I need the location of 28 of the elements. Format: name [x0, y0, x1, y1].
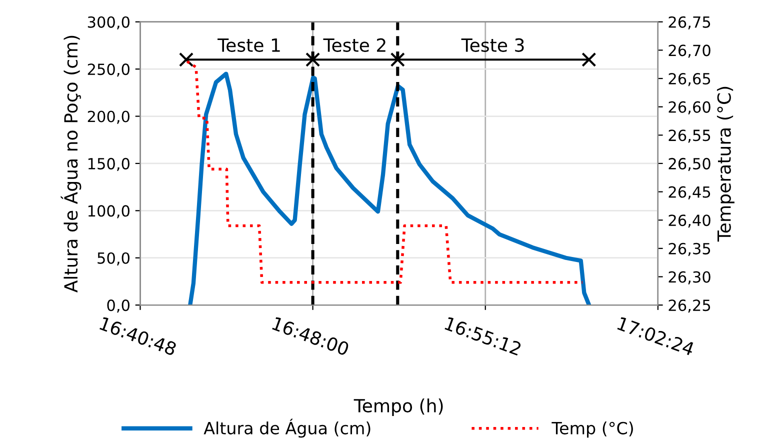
y-tick-label: 250,0 [88, 64, 130, 77]
y2-tick-label: 26,55 [668, 130, 710, 143]
y2-tick-label: 26,65 [668, 72, 710, 86]
y2-tick-label: 26,35 [668, 242, 710, 256]
line-series [186, 60, 584, 284]
annotation: Teste 3 [461, 38, 524, 52]
x-axis-title: Tempo (h) [354, 398, 443, 416]
y-tick-label: 0,0 [107, 300, 130, 313]
legend-label: Temp (°C) [552, 422, 633, 438]
y-tick-label: 100,0 [88, 205, 130, 218]
legend-label: Altura de Água (cm) [204, 418, 370, 438]
line-series [188, 72, 592, 306]
annotation: Teste 1 [218, 38, 280, 52]
y2-tick-label: 26,75 [668, 16, 710, 30]
y2-tick-label: 26,25 [668, 300, 710, 313]
y-tick-label: 200,0 [88, 110, 130, 124]
y2-tick-label: 26,60 [668, 101, 710, 114]
y-tick-label: 300,0 [88, 16, 130, 30]
y2-axis-title: Temperatura (°C) [716, 86, 734, 242]
y2-tick-label: 26,45 [668, 186, 710, 200]
y2-tick-label: 26,40 [668, 214, 710, 228]
y2-tick-label: 26,50 [668, 158, 710, 172]
y-tick-label: 150,0 [88, 158, 130, 172]
annotation: Teste 2 [323, 38, 386, 52]
y2-tick-label: 26,30 [668, 271, 710, 284]
y-axis-title: Altura de Água no Poço (cm) [60, 36, 82, 292]
y-tick-label: 50,0 [98, 252, 130, 266]
y2-tick-label: 26,70 [668, 44, 710, 58]
